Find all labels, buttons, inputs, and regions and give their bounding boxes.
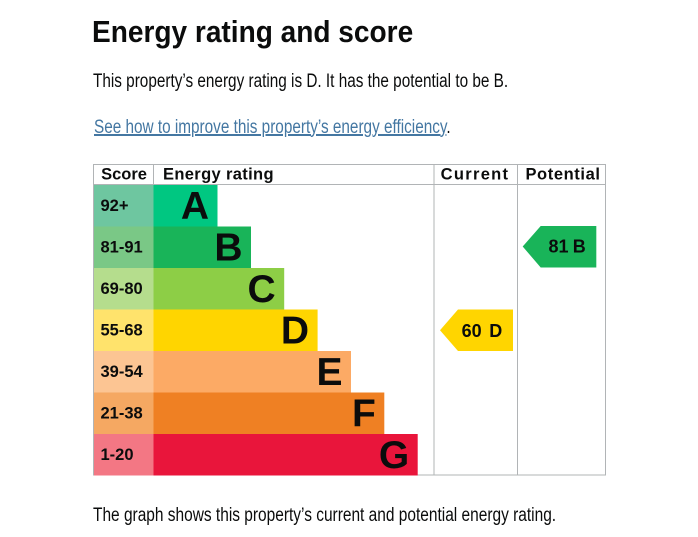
svg-text:81: 81: [548, 236, 568, 256]
svg-text:Potential: Potential: [525, 166, 600, 184]
svg-text:A: A: [181, 185, 209, 228]
svg-text:21-38: 21-38: [101, 405, 143, 423]
svg-text:B: B: [214, 227, 242, 270]
svg-text:Energy rating: Energy rating: [163, 166, 274, 184]
svg-text:55-68: 55-68: [101, 322, 143, 340]
svg-text:Score: Score: [101, 166, 147, 184]
svg-text:B: B: [573, 236, 586, 256]
svg-text:92+: 92+: [101, 197, 129, 215]
svg-text:1-20: 1-20: [101, 446, 134, 464]
svg-text:F: F: [352, 393, 376, 436]
svg-text:39-54: 39-54: [101, 363, 144, 381]
svg-text:Current: Current: [441, 166, 510, 184]
svg-text:81-91: 81-91: [101, 239, 143, 257]
svg-text:E: E: [316, 351, 342, 394]
svg-text:69-80: 69-80: [101, 280, 143, 298]
svg-text:G: G: [379, 434, 409, 476]
svg-text:D: D: [489, 321, 502, 341]
svg-text:D: D: [281, 310, 309, 353]
svg-text:60: 60: [462, 321, 482, 341]
svg-text:C: C: [248, 268, 276, 311]
